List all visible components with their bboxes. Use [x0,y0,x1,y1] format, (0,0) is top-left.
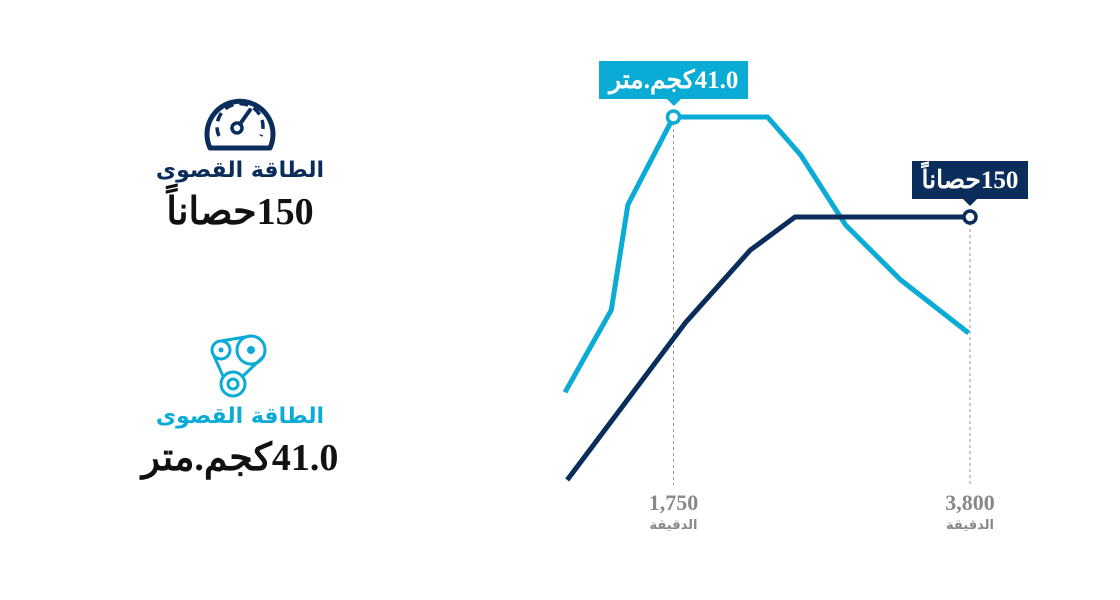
max-torque-stat: الطاقة القصوى 41.0كجم.متر [120,334,360,480]
x-tick: 1,750 الدقيقة [613,490,733,533]
max-power-stat: الطاقة القصوى 150حصاناً [120,88,360,234]
power-marker [962,209,978,225]
torque-line [562,114,971,394]
stat-title: الطاقة القصوى [155,404,325,429]
power-callout: 150حصاناً [911,161,1029,206]
torque-callout: 41.0كجم.متر [598,61,749,106]
power-line [565,214,970,482]
x-tick-label: 3,800 [945,490,995,515]
x-tick: 3,800 الدقيقة [910,490,1030,533]
stat-title: الطاقة القصوى [155,158,325,183]
engine-belt-icon [210,334,267,398]
torque-marker [665,109,682,125]
speedometer-icon [204,98,276,151]
stat-value: 150حصاناً [166,191,314,233]
x-tick-unit: الدقيقة [649,518,698,533]
x-tick-label: 1,750 [648,490,699,515]
stat-value: 41.0كجم.متر [141,437,339,479]
x-tick-unit: الدقيقة [946,518,994,533]
